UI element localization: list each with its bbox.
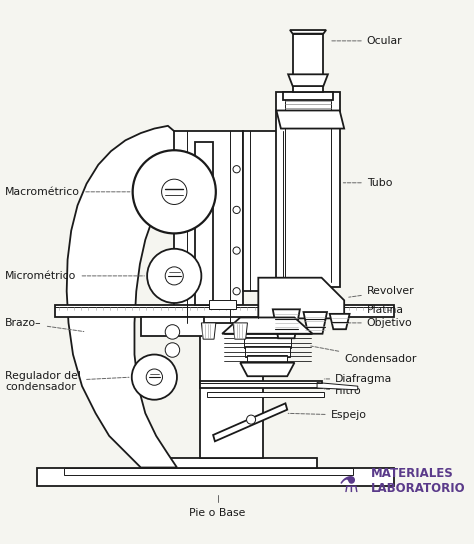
Text: Pie o Base: Pie o Base <box>190 508 246 518</box>
Text: Revolver: Revolver <box>349 286 414 297</box>
Text: Ocular: Ocular <box>331 36 402 46</box>
Circle shape <box>162 179 187 205</box>
Polygon shape <box>288 75 328 86</box>
Circle shape <box>132 355 177 400</box>
Polygon shape <box>263 300 276 310</box>
Circle shape <box>133 150 216 233</box>
Polygon shape <box>233 323 247 339</box>
Text: Platina: Platina <box>367 305 404 315</box>
Circle shape <box>146 369 163 385</box>
Polygon shape <box>292 34 323 92</box>
Polygon shape <box>240 363 294 376</box>
Polygon shape <box>317 382 358 390</box>
Polygon shape <box>273 310 300 338</box>
Polygon shape <box>290 30 326 34</box>
Polygon shape <box>209 300 236 310</box>
Polygon shape <box>201 323 216 339</box>
Circle shape <box>233 165 240 173</box>
Polygon shape <box>245 329 290 339</box>
Text: Condensador: Condensador <box>311 346 417 364</box>
Polygon shape <box>174 131 243 323</box>
Text: MATERIALES
LABORATORIO: MATERIALES LABORATORIO <box>371 467 466 495</box>
Circle shape <box>246 415 255 424</box>
Polygon shape <box>276 110 344 128</box>
Text: Micrométrico: Micrométrico <box>5 271 145 281</box>
Circle shape <box>233 288 240 295</box>
Circle shape <box>165 343 180 357</box>
Polygon shape <box>195 142 213 305</box>
Polygon shape <box>200 318 263 459</box>
Circle shape <box>165 267 183 285</box>
Polygon shape <box>330 314 350 329</box>
Polygon shape <box>258 277 344 318</box>
Polygon shape <box>146 459 317 467</box>
Text: Macrométrico: Macrométrico <box>5 187 130 197</box>
Circle shape <box>233 247 240 254</box>
Text: Filtro: Filtro <box>324 386 362 395</box>
Polygon shape <box>303 312 327 333</box>
Text: Objetivo: Objetivo <box>349 318 412 328</box>
Polygon shape <box>67 126 198 467</box>
Polygon shape <box>141 318 204 336</box>
Polygon shape <box>213 403 287 441</box>
Polygon shape <box>55 305 394 318</box>
Text: Regulador del
condensador: Regulador del condensador <box>5 371 129 392</box>
Polygon shape <box>245 347 290 357</box>
Circle shape <box>233 206 240 213</box>
Polygon shape <box>244 337 291 348</box>
Text: Tubo: Tubo <box>343 178 392 188</box>
Polygon shape <box>200 381 321 388</box>
Text: Espejo: Espejo <box>288 410 366 420</box>
Polygon shape <box>247 355 287 366</box>
Polygon shape <box>247 318 288 329</box>
Polygon shape <box>276 92 340 287</box>
Text: Diafragma: Diafragma <box>324 374 392 384</box>
Polygon shape <box>207 392 324 397</box>
Circle shape <box>147 249 201 303</box>
Polygon shape <box>222 318 312 333</box>
Polygon shape <box>243 131 290 291</box>
Circle shape <box>165 325 180 339</box>
Text: ⚗: ⚗ <box>339 475 359 496</box>
Polygon shape <box>37 467 394 486</box>
Polygon shape <box>283 92 333 100</box>
Text: Brazo–: Brazo– <box>5 318 84 331</box>
Polygon shape <box>64 467 353 475</box>
